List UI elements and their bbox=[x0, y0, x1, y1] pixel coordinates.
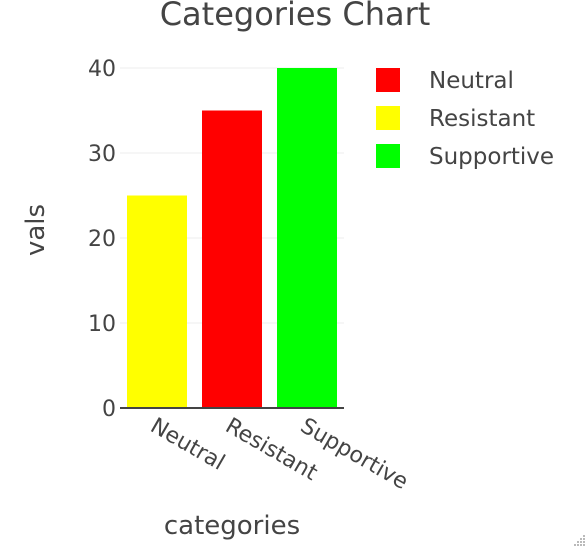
legend-item-supportive[interactable]: Supportive bbox=[376, 144, 554, 170]
x-tick-label: Neutral bbox=[146, 414, 229, 476]
x-tick-label: Supportive bbox=[296, 414, 412, 495]
y-tick-label: 10 bbox=[88, 312, 116, 337]
y-tick-label: 30 bbox=[88, 142, 116, 167]
legend-label: Supportive bbox=[429, 144, 554, 170]
y-axis-ticks: 0 10 20 30 40 bbox=[88, 57, 116, 422]
legend-label: Resistant bbox=[429, 106, 535, 132]
legend[interactable]: Neutral Resistant Supportive bbox=[376, 68, 554, 170]
x-axis-label: categories bbox=[164, 511, 300, 541]
legend-swatch bbox=[376, 144, 400, 168]
legend-swatch bbox=[376, 68, 400, 92]
y-axis-label: vals bbox=[21, 204, 51, 256]
legend-swatch bbox=[376, 106, 400, 130]
y-tick-label: 40 bbox=[88, 57, 116, 82]
legend-item-resistant[interactable]: Resistant bbox=[376, 106, 535, 132]
y-tick-label: 0 bbox=[102, 397, 116, 422]
bar-resistant[interactable] bbox=[202, 110, 262, 409]
chart-title: Categories Chart bbox=[160, 0, 431, 33]
y-tick-label: 20 bbox=[88, 227, 116, 252]
bar-neutral[interactable] bbox=[127, 195, 187, 409]
legend-label: Neutral bbox=[429, 68, 514, 94]
bar-supportive[interactable] bbox=[277, 68, 337, 408]
legend-item-neutral[interactable]: Neutral bbox=[376, 68, 514, 94]
resize-grip-icon[interactable] bbox=[572, 532, 586, 546]
bars bbox=[127, 68, 337, 408]
